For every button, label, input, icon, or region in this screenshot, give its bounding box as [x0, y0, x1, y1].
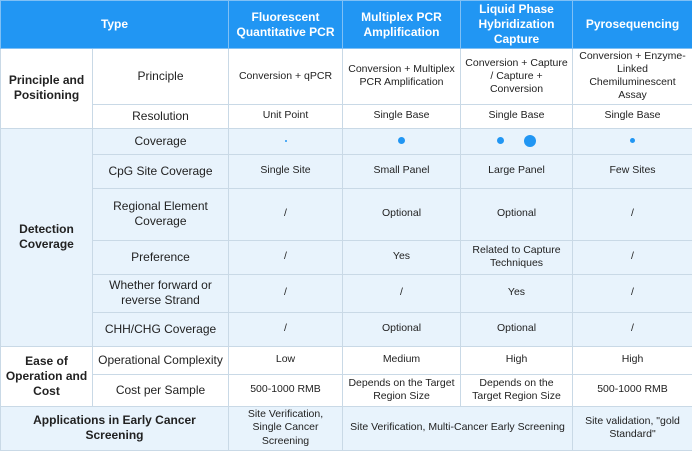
cell: [343, 128, 461, 154]
cell: /: [229, 188, 343, 240]
coverage-dot: [497, 137, 504, 144]
cell: Related to Capture Techniques: [461, 240, 573, 274]
cell: Site Verification, Single Cancer Screeni…: [229, 406, 343, 450]
header-cell: Multiplex PCR Amplification: [343, 1, 461, 49]
cell: Low: [229, 346, 343, 374]
cell: /: [343, 274, 461, 312]
cell: Optional: [343, 188, 461, 240]
cell: Site validation, "gold Standard": [573, 406, 692, 450]
coverage-dot: [630, 138, 635, 143]
row-label: Coverage: [93, 128, 229, 154]
cell: /: [229, 240, 343, 274]
cell: Single Site: [229, 154, 343, 188]
cell: Yes: [461, 274, 573, 312]
header-row: Type Fluorescent Quantitative PCR Multip…: [1, 1, 692, 49]
cell: Depends on the Target Region Size: [461, 374, 573, 406]
cell: Medium: [343, 346, 461, 374]
cell: Few Sites: [573, 154, 692, 188]
cell: Unit Point: [229, 104, 343, 128]
cell: Small Panel: [343, 154, 461, 188]
cell: Conversion + qPCR: [229, 49, 343, 105]
row-label: Cost per Sample: [93, 374, 229, 406]
cell: Single Base: [461, 104, 573, 128]
row-label: Whether forward or reverse Strand: [93, 274, 229, 312]
cell: Large Panel: [461, 154, 573, 188]
coverage-dot: [524, 135, 536, 147]
row-label: Regional Element Coverage: [93, 188, 229, 240]
header-cell: Type: [1, 1, 229, 49]
row-label: CpG Site Coverage: [93, 154, 229, 188]
cell: Optional: [461, 312, 573, 346]
cell: /: [573, 188, 692, 240]
cell: Single Base: [343, 104, 461, 128]
row-label: Principle: [93, 49, 229, 105]
cell: /: [229, 274, 343, 312]
cell: Single Base: [573, 104, 692, 128]
group-label: Principle and Positioning: [1, 49, 93, 129]
row-label: Resolution: [93, 104, 229, 128]
row: Whether forward or reverse Strand//Yes/: [1, 274, 692, 312]
cell: Depends on the Target Region Size: [343, 374, 461, 406]
header-cell: Pyrosequencing: [573, 1, 692, 49]
footer-label: Applications in Early Cancer Screening: [1, 406, 229, 450]
coverage-dot: [398, 137, 405, 144]
group-label: Ease of Operation and Cost: [1, 346, 93, 406]
row-label: CHH/CHG Coverage: [93, 312, 229, 346]
cell: Conversion + Enzyme-Linked Chemiluminesc…: [573, 49, 692, 105]
group-label: Detection Coverage: [1, 128, 93, 346]
cell: [229, 128, 343, 154]
cell: /: [573, 274, 692, 312]
cell: High: [573, 346, 692, 374]
cell: Conversion + Multiplex PCR Amplification: [343, 49, 461, 105]
coverage-dot: [285, 140, 287, 142]
cell: High: [461, 346, 573, 374]
cell: Conversion + Capture / Capture + Convers…: [461, 49, 573, 105]
cell: Optional: [461, 188, 573, 240]
cell: /: [229, 312, 343, 346]
cell: /: [573, 240, 692, 274]
header-cell: Fluorescent Quantitative PCR: [229, 1, 343, 49]
cell: /: [573, 312, 692, 346]
cell: [461, 128, 573, 154]
cell: 500-1000 RMB: [229, 374, 343, 406]
cell: Site Verification, Multi-Cancer Early Sc…: [343, 406, 573, 450]
cell: 500-1000 RMB: [573, 374, 692, 406]
cell: Optional: [343, 312, 461, 346]
header-cell: Liquid Phase Hybridization Capture: [461, 1, 573, 49]
page: {"table": { "header": ["Type", "Fluoresc…: [0, 0, 692, 438]
cell: [573, 128, 692, 154]
row-label: Operational Complexity: [93, 346, 229, 374]
cell: Yes: [343, 240, 461, 274]
row-label: Preference: [93, 240, 229, 274]
